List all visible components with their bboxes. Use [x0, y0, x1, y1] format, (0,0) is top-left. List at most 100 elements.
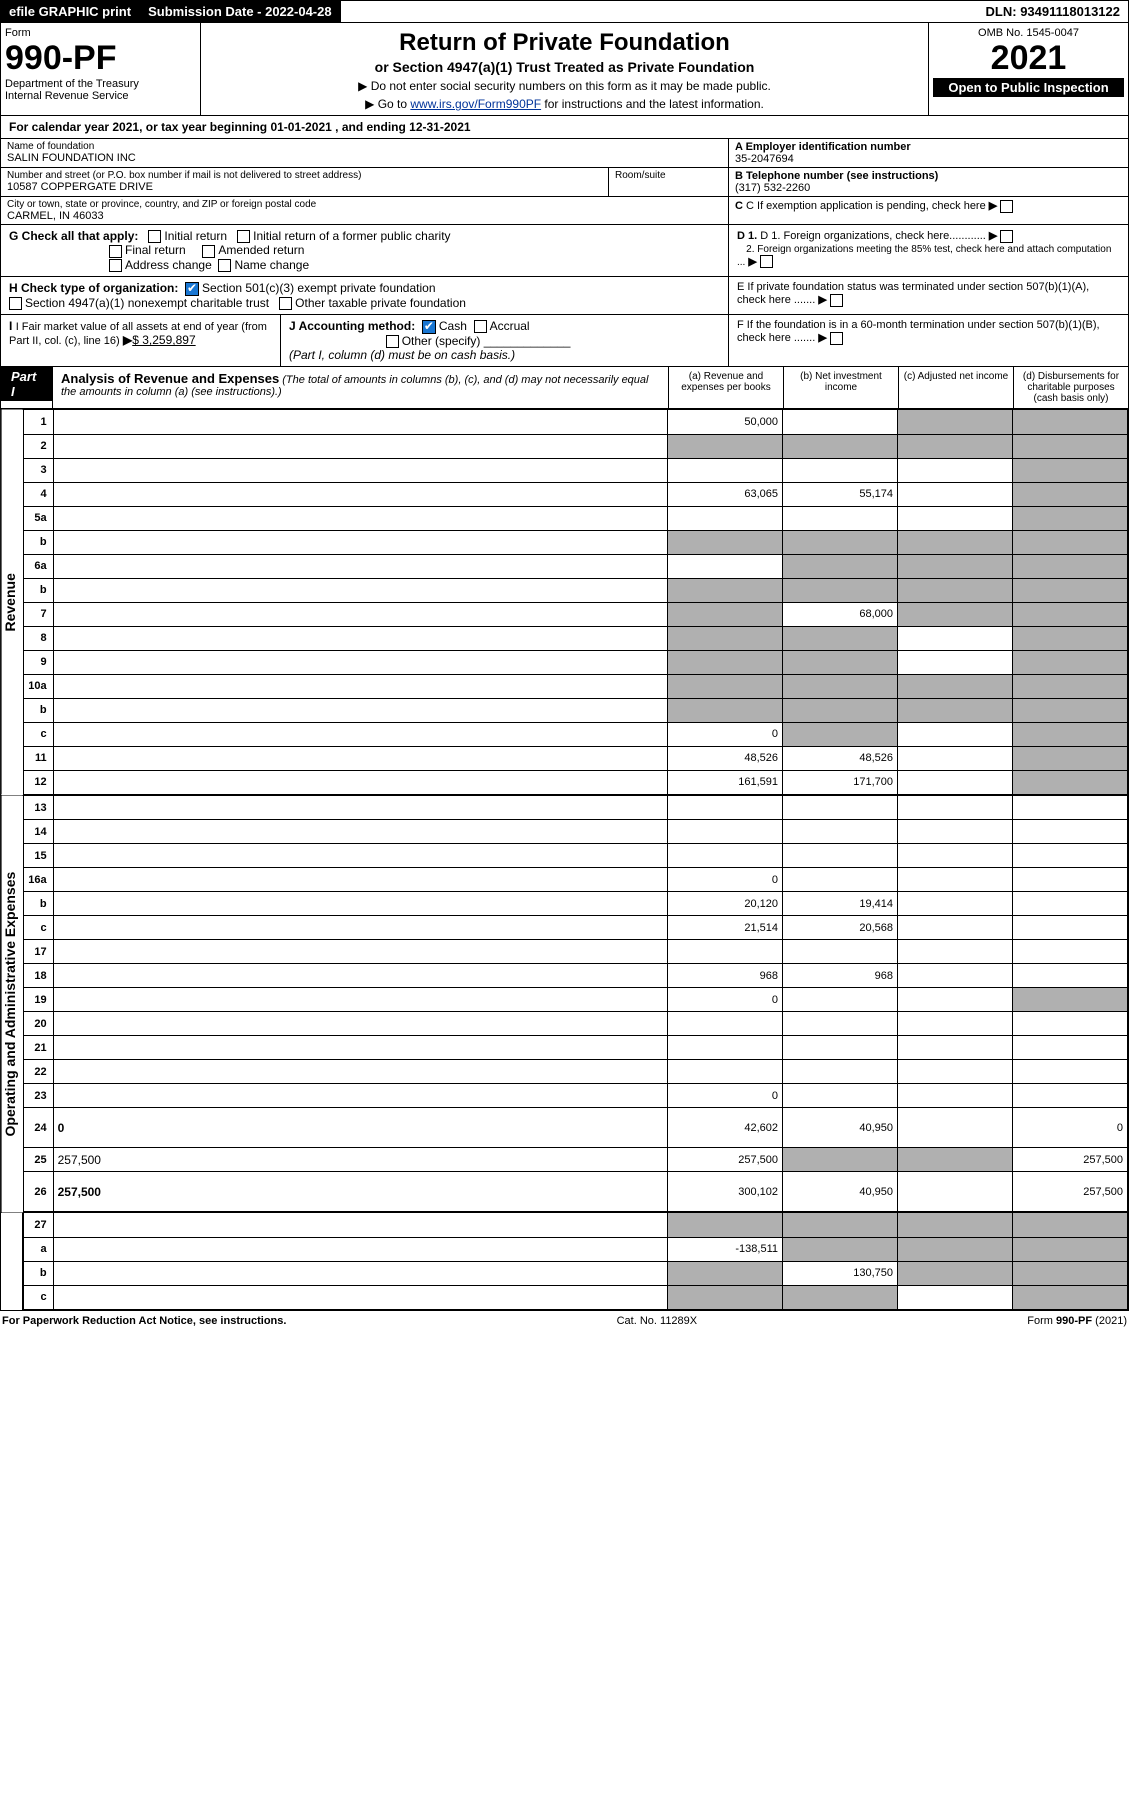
foundation-name: Name of foundation SALIN FOUNDATION INC — [1, 139, 728, 167]
form-number: 990-PF — [5, 39, 117, 77]
h-4947: Section 4947(a)(1) nonexempt charitable … — [25, 296, 269, 310]
h-501c3: Section 501(c)(3) exempt private foundat… — [202, 281, 435, 295]
h-other-checkbox[interactable] — [279, 297, 292, 310]
j-cash: Cash — [439, 319, 467, 333]
line-desc: 257,500 — [53, 1148, 667, 1172]
line-desc — [53, 410, 667, 434]
g-namechg-checkbox[interactable] — [218, 259, 231, 272]
g-initial-checkbox[interactable] — [148, 230, 161, 243]
part1-label: Part I — [1, 367, 52, 401]
table-row: 2 — [23, 434, 1127, 458]
line-desc — [53, 434, 667, 458]
g-initial-former: Initial return of a former public charit… — [253, 229, 450, 243]
table-row: 16a0 — [23, 868, 1127, 892]
line-desc — [53, 1237, 667, 1261]
g-addrchg-checkbox[interactable] — [109, 259, 122, 272]
instr-link[interactable]: www.irs.gov/Form990PF — [410, 97, 541, 111]
line-desc — [53, 844, 667, 868]
form-title: Return of Private Foundation — [209, 29, 920, 57]
omb: OMB No. 1545-0047 — [933, 27, 1124, 39]
j-cash-checkbox[interactable] — [422, 320, 436, 334]
name-label: Name of foundation — [7, 141, 722, 152]
line-desc — [53, 1285, 667, 1309]
table-row: c0 — [23, 722, 1127, 746]
line-desc — [53, 722, 667, 746]
irs: Internal Revenue Service — [5, 90, 129, 102]
f-checkbox[interactable] — [830, 332, 843, 345]
d1-checkbox[interactable] — [1000, 230, 1013, 243]
table-row: 190 — [23, 988, 1127, 1012]
efile-label[interactable]: efile GRAPHIC print — [1, 1, 140, 22]
c-checkbox[interactable] — [1000, 200, 1013, 213]
d-block: D 1. D 1. Foreign organizations, check h… — [728, 225, 1128, 276]
open-inspection: Open to Public Inspection — [933, 78, 1124, 97]
j-other-checkbox[interactable] — [386, 335, 399, 348]
line-desc — [53, 506, 667, 530]
line-desc — [53, 578, 667, 602]
e-checkbox[interactable] — [830, 294, 843, 307]
address-block: Number and street (or P.O. box number if… — [1, 168, 608, 196]
line-desc — [53, 796, 667, 820]
j-accrual-checkbox[interactable] — [474, 320, 487, 333]
form-word: Form — [5, 27, 31, 39]
g-final: Final return — [125, 243, 186, 257]
line-desc — [53, 458, 667, 482]
i-value: $ 3,259,897 — [132, 333, 195, 347]
instr1: ▶ Do not enter social security numbers o… — [209, 79, 920, 93]
footer-right: Form 990-PF (2021) — [1027, 1315, 1127, 1327]
table-row: b — [23, 530, 1127, 554]
summary-table: 27a-138,511b130,750c — [23, 1213, 1128, 1310]
room-block: Room/suite — [608, 168, 728, 196]
tax-year: 2021 — [933, 39, 1124, 78]
g-initial: Initial return — [164, 229, 227, 243]
part1-head: Part I Analysis of Revenue and Expenses … — [0, 367, 1129, 410]
expenses-side-label: Operating and Administrative Expenses — [1, 796, 23, 1213]
d2-checkbox[interactable] — [760, 255, 773, 268]
line-desc: 0 — [53, 1108, 667, 1148]
line-desc — [53, 674, 667, 698]
ij-row: I I Fair market value of all assets at e… — [0, 315, 1129, 367]
expenses-table: 13141516a0b20,12019,414c21,51420,5681718… — [23, 796, 1128, 1213]
c-block: C C If exemption application is pending,… — [728, 197, 1128, 224]
instr2: ▶ Go to www.irs.gov/Form990PF for instru… — [209, 97, 920, 111]
g-final-checkbox[interactable] — [109, 245, 122, 258]
line-desc — [53, 1036, 667, 1060]
line-desc — [53, 482, 667, 506]
h-4947-checkbox[interactable] — [9, 297, 22, 310]
col-b-head: (b) Net investment income — [783, 367, 898, 408]
g-initial-former-checkbox[interactable] — [237, 230, 250, 243]
line-desc — [53, 940, 667, 964]
table-row: b130,750 — [23, 1261, 1127, 1285]
table-row: 150,000 — [23, 410, 1127, 434]
j-note: (Part I, column (d) must be on cash basi… — [289, 348, 515, 362]
h-501c3-checkbox[interactable] — [185, 282, 199, 296]
line-desc — [53, 988, 667, 1012]
table-row: 1148,52648,526 — [23, 746, 1127, 770]
col-d-head: (d) Disbursements for charitable purpose… — [1013, 367, 1128, 408]
table-row: b20,12019,414 — [23, 892, 1127, 916]
city-label: City or town, state or province, country… — [7, 199, 722, 210]
phone-block: B Telephone number (see instructions) (3… — [728, 168, 1128, 196]
header-right: OMB No. 1545-0047 2021 Open to Public In… — [928, 23, 1128, 115]
table-row: 463,06555,174 — [23, 482, 1127, 506]
table-row: 768,000 — [23, 602, 1127, 626]
line-desc — [53, 1261, 667, 1285]
line-desc — [53, 770, 667, 794]
g-amended-checkbox[interactable] — [202, 245, 215, 258]
part1-desc: Analysis of Revenue and Expenses (The to… — [53, 367, 668, 408]
page-footer: For Paperwork Reduction Act Notice, see … — [0, 1311, 1129, 1331]
footer-form-no: 990-PF — [1056, 1315, 1092, 1327]
line-desc — [53, 892, 667, 916]
line-desc — [53, 1213, 667, 1237]
table-row: 12161,591171,700 — [23, 770, 1127, 794]
table-row: 18968968 — [23, 964, 1127, 988]
table-row: 14 — [23, 820, 1127, 844]
line-desc — [53, 602, 667, 626]
calendar-year: For calendar year 2021, or tax year begi… — [1, 116, 1128, 138]
dln: DLN: 93491118013122 — [978, 1, 1128, 22]
table-row: c21,51420,568 — [23, 916, 1127, 940]
phone-value: (317) 532-2260 — [735, 182, 810, 194]
table-row: 10a — [23, 674, 1127, 698]
city-block: City or town, state or province, country… — [1, 197, 728, 224]
line-desc — [53, 554, 667, 578]
